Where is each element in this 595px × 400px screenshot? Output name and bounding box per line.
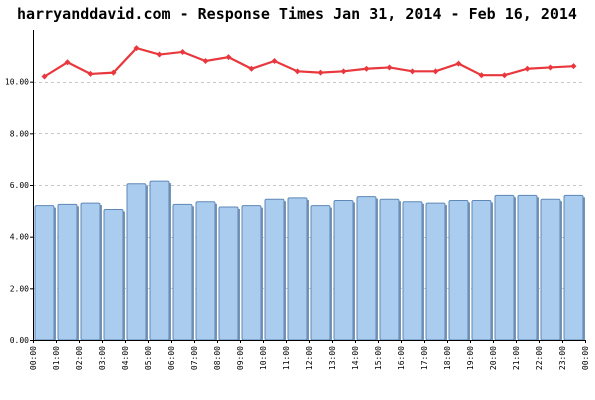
- line-point-04:00: [133, 45, 140, 52]
- bar-21:00: [517, 194, 538, 341]
- x-tick-label: 17:00: [420, 346, 429, 370]
- line-point-13:00: [340, 68, 347, 75]
- bar-17:00: [425, 202, 446, 341]
- x-tick-label: 04:00: [121, 346, 130, 370]
- bar-series: [34, 180, 585, 341]
- bar-01:00: [57, 203, 78, 341]
- line-point-08:00: [225, 54, 232, 61]
- line-point-01:00: [64, 59, 71, 66]
- line-point-07:00: [202, 58, 209, 64]
- x-tick-label: 00:00: [29, 346, 38, 370]
- bar-18:00: [448, 200, 469, 341]
- bar-12:00: [310, 205, 331, 341]
- x-axis-tick-labels: 00:00 01:00 02:00 03:00 04:00 05:00 06:00 07:00…: [29, 346, 590, 370]
- x-tick-label: 15:00: [374, 346, 383, 370]
- line-point-21:00: [524, 65, 531, 72]
- bar-05:00: [149, 180, 170, 341]
- x-tick-label: 00:00: [581, 346, 590, 370]
- bar-19:00: [471, 200, 492, 341]
- line-point-23:00: [570, 63, 577, 70]
- x-tick-label: 13:00: [328, 346, 337, 370]
- chart-title: harryanddavid.com - Response Times Jan 3…: [17, 5, 577, 23]
- bar-03:00: [103, 209, 124, 341]
- x-tick-label: 18:00: [443, 346, 452, 370]
- line-point-17:00: [432, 68, 439, 75]
- line-series: [41, 45, 577, 80]
- bar-06:00: [172, 203, 193, 341]
- x-tick-label: 10:00: [259, 346, 268, 370]
- bar-07:00: [195, 201, 216, 341]
- line-point-19:00: [478, 72, 485, 79]
- bar-14:00: [356, 196, 377, 341]
- x-tick-label: 23:00: [558, 346, 567, 370]
- x-tick-label: 05:00: [144, 346, 153, 370]
- line-point-12:00: [317, 69, 324, 76]
- bar-04:00: [126, 183, 147, 341]
- y-tick-label: 0.00: [10, 336, 29, 345]
- bar-15:00: [379, 198, 400, 341]
- x-tick-label: 02:00: [75, 346, 84, 370]
- line-point-11:00: [294, 68, 301, 75]
- line-point-14:00: [363, 65, 370, 72]
- y-tick-label: 2.00: [10, 284, 29, 293]
- bar-11:00: [287, 197, 308, 341]
- bar-02:00: [80, 202, 101, 341]
- line-point-06:00: [179, 48, 186, 55]
- x-tick-label: 22:00: [535, 346, 544, 370]
- line-point-10:00: [271, 58, 278, 64]
- line-series-path: [43, 46, 574, 78]
- line-point-00:00: [41, 73, 48, 80]
- y-tick-label: 4.00: [10, 233, 29, 242]
- bar-13:00: [333, 200, 354, 341]
- x-tick-label: 19:00: [466, 346, 475, 370]
- bar-10:00: [264, 198, 285, 341]
- x-tick-label: 14:00: [351, 346, 360, 370]
- x-tick-label: 11:00: [282, 346, 291, 370]
- line-point-22:00: [547, 64, 554, 71]
- x-tick-label: 07:00: [190, 346, 199, 370]
- bar-00:00: [34, 205, 55, 341]
- y-tick-label: 8.00: [10, 129, 29, 138]
- x-tick-label: 21:00: [512, 346, 521, 370]
- line-point-16:00: [409, 68, 416, 75]
- y-tick-label: 6.00: [10, 181, 29, 190]
- y-tick-label: 10.00: [5, 78, 29, 87]
- x-tick-label: 16:00: [397, 346, 406, 370]
- x-tick-label: 08:00: [213, 346, 222, 370]
- line-point-03:00: [110, 69, 117, 76]
- axes: [30, 30, 586, 343]
- line-point-09:00: [248, 65, 255, 72]
- x-tick-label: 09:00: [236, 346, 245, 370]
- bar-16:00: [402, 201, 423, 341]
- bar-23:00: [563, 194, 584, 341]
- bar-09:00: [241, 205, 262, 341]
- bar-08:00: [218, 206, 239, 341]
- line-point-05:00: [156, 51, 163, 58]
- bar-20:00: [494, 194, 515, 341]
- bar-22:00: [540, 198, 561, 341]
- x-tick-label: 06:00: [167, 346, 176, 370]
- line-point-02:00: [87, 70, 94, 77]
- line-point-15:00: [386, 64, 393, 71]
- x-tick-label: 03:00: [98, 346, 107, 370]
- x-tick-label: 01:00: [52, 346, 61, 370]
- line-point-20:00: [501, 72, 508, 79]
- x-tick-label: 12:00: [305, 346, 314, 370]
- x-tick-label: 20:00: [489, 346, 498, 370]
- line-point-18:00: [455, 60, 462, 67]
- y-axis-tick-labels: 0.00 2.00 4.00 6.00 8.00 10.00: [5, 78, 29, 345]
